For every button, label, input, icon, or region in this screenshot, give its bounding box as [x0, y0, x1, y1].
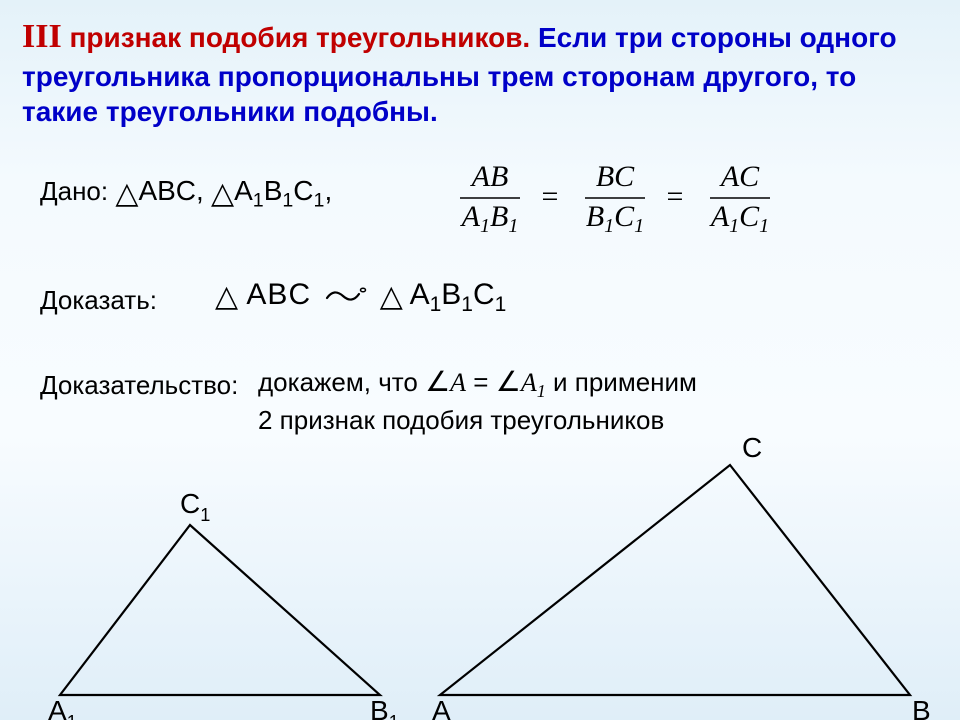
svg-text:C1: C1 — [180, 488, 210, 525]
svg-text:A: A — [432, 695, 451, 720]
svg-text:C: C — [742, 432, 762, 463]
triangles-diagram: A1 B1 C1 A B C — [0, 0, 960, 720]
svg-text:B: B — [912, 695, 931, 720]
svg-text:A1: A1 — [48, 695, 77, 720]
svg-text:B1: B1 — [370, 695, 399, 720]
